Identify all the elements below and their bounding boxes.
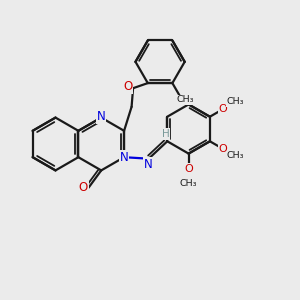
Text: CH₃: CH₃ <box>176 95 194 104</box>
Text: O: O <box>184 164 193 174</box>
Text: O: O <box>218 144 227 154</box>
Text: N: N <box>97 110 106 124</box>
Text: CH₃: CH₃ <box>226 98 244 106</box>
Text: CH₃: CH₃ <box>180 178 197 188</box>
Text: H: H <box>162 129 170 139</box>
Text: O: O <box>218 104 227 114</box>
Text: N: N <box>120 151 128 164</box>
Text: O: O <box>123 80 132 93</box>
Text: N: N <box>144 158 153 171</box>
Text: CH₃: CH₃ <box>226 152 244 160</box>
Text: O: O <box>79 181 88 194</box>
